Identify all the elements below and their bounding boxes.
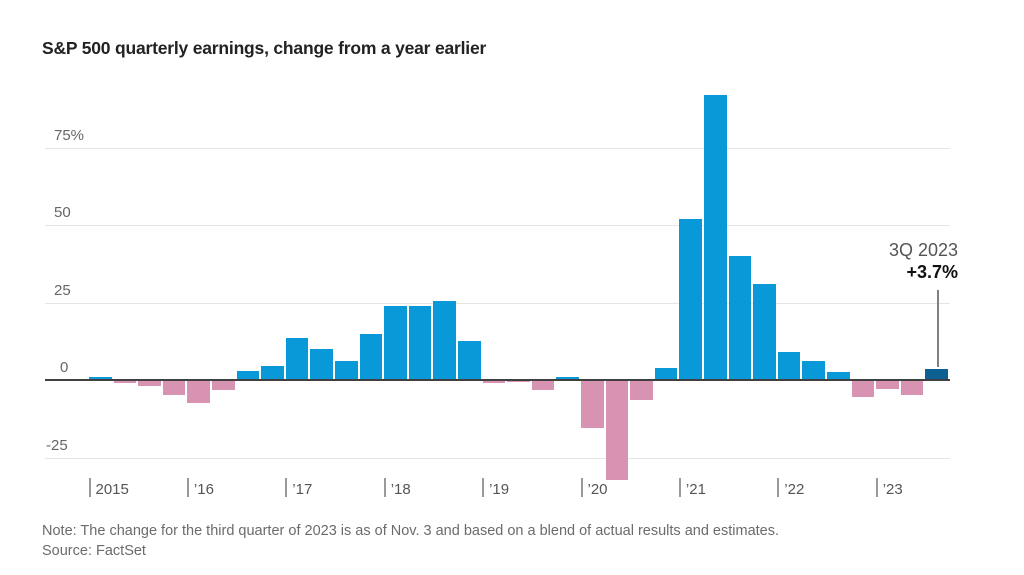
x-axis-tick-label: ’23	[882, 481, 903, 498]
y-axis-tick-label: 0	[60, 359, 69, 376]
x-axis-tick	[777, 478, 780, 497]
x-axis-tick	[678, 478, 681, 497]
x-axis-tick	[88, 478, 91, 497]
x-axis-tick-label: 2015	[95, 481, 129, 498]
bar-4q-2017	[359, 333, 383, 380]
x-axis-tick-label: ’21	[685, 481, 706, 498]
bar-2q-2023	[900, 381, 924, 395]
x-axis-tick	[482, 478, 485, 497]
x-axis-tick	[580, 478, 583, 497]
bar-2q-2022	[802, 361, 825, 380]
bar-3q-2018	[433, 300, 456, 380]
bar-1q-2015	[89, 376, 112, 380]
chart-note: Note: The change for the third quarter o…	[42, 523, 780, 539]
gridline-50	[45, 225, 950, 226]
x-axis-tick	[285, 478, 288, 497]
chart-title: S&P 500 quarterly earnings, change from …	[42, 38, 487, 58]
bar-4q-2020	[654, 367, 678, 380]
bar-3q-2021	[728, 256, 752, 380]
bar-2q-2018	[408, 305, 432, 380]
x-axis-tick-label: ’16	[193, 481, 214, 498]
bar-3q-2023	[925, 368, 948, 380]
bar-1q-2020	[581, 381, 604, 428]
bar-4q-2016	[261, 366, 284, 380]
bar-3q-2016	[236, 370, 260, 380]
bar-4q-2015	[162, 381, 186, 395]
bar-2q-2016	[212, 381, 235, 391]
bar-1q-2021	[679, 218, 702, 380]
bar-1q-2016	[187, 381, 210, 403]
x-axis-tick-label: ’22	[784, 481, 805, 498]
bar-1q-2018	[384, 305, 407, 380]
x-axis-tick-label: ’18	[390, 481, 411, 498]
bar-3q-2015	[138, 381, 161, 386]
x-axis-tick-label: ’17	[292, 481, 313, 498]
annotation-pointer-line	[937, 290, 939, 367]
y-axis-tick-label: 50	[54, 204, 71, 221]
bar-1q-2017	[285, 338, 309, 380]
bar-3q-2022	[827, 372, 850, 380]
y-axis-tick-label: 25	[54, 281, 71, 299]
bar-4q-2018	[458, 341, 481, 380]
bar-2q-2017	[310, 349, 333, 380]
bar-3q-2017	[335, 361, 358, 380]
bar-3q-2020	[630, 381, 653, 400]
x-axis-tick	[383, 478, 386, 497]
bar-4q-2019	[556, 376, 579, 380]
annotation-quarter-label: 3Q 2023	[888, 240, 958, 260]
x-axis-tick	[875, 478, 878, 497]
bar-2q-2019	[507, 381, 530, 383]
gridline-25	[45, 302, 950, 304]
annotation-value-label: +3.7%	[906, 262, 958, 282]
zero-baseline	[45, 379, 950, 381]
bar-1q-2022	[777, 352, 801, 380]
y-axis-tick-label: 75%	[54, 126, 85, 144]
x-axis-tick	[186, 478, 189, 497]
y-axis-tick-label: -25	[46, 436, 68, 454]
bar-2q-2021	[704, 94, 727, 380]
gridline-75	[45, 147, 950, 149]
bar-2q-2015	[113, 381, 137, 384]
bar-1q-2019	[482, 381, 506, 384]
bar-4q-2021	[753, 283, 776, 380]
x-axis-tick-label: ’19	[489, 481, 510, 498]
bar-2q-2020	[605, 381, 629, 481]
chart-source: Source: FactSet	[42, 543, 146, 559]
bar-4q-2022	[851, 381, 875, 397]
bar-1q-2023	[876, 381, 899, 389]
bar-3q-2019	[531, 381, 555, 391]
gridline--25	[45, 457, 950, 459]
x-axis-tick-label: ’20	[587, 481, 608, 498]
